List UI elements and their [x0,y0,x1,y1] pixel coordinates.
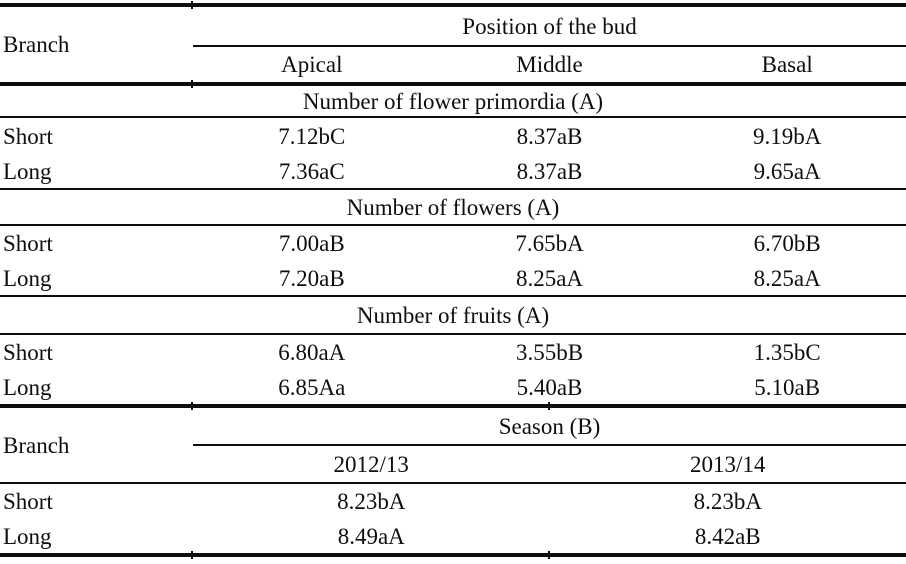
branch-column-header: Branch [3,32,70,57]
rule-tick [191,80,193,88]
row-values: 6.85Aa 5.40aB 5.10aB [193,370,906,404]
cell-value: 8.49aA [337,523,405,549]
header-group-position: Branch Position of the bud Apical Middle… [0,7,906,82]
section-title-fruits: Number of fruits (A) [0,297,906,335]
cell-value: 8.25aA [753,265,821,291]
row-label: Long [3,523,52,549]
cell-value: 8.23bA [337,489,406,514]
row-label: Short [3,124,53,149]
row-values: 7.12bC 8.37aB 9.19bA [193,118,906,155]
cell-value: 1.35bC [753,340,821,365]
position-subheaders: Apical Middle Basal [193,47,906,82]
season-subheaders: 2012/13 2013/14 [193,446,906,482]
row-values: 8.49aA 8.42aB [193,519,906,553]
table-bottom-rule [0,551,906,559]
cell-value: 8.25aA [515,265,584,291]
rule-tick [191,402,193,410]
cell-value: 7.12bC [278,124,346,149]
cell-value: 5.40aB [516,374,583,400]
cell-value: 7.20aB [278,265,345,291]
row-values: 8.23bA 8.23bA [193,484,906,519]
table-row-short: Short 6.80aA 3.55bB 1.35bC [0,335,906,370]
position-header-block: Position of the bud Apical Middle Basal [193,7,906,82]
header-group-season: Branch Season (B) 2012/13 2013/14 [0,408,906,482]
row-label: Short [3,231,53,256]
table-row-long: Long 7.20aB 8.25aA 8.25aA [0,261,906,297]
position-of-the-bud-label: Position of the bud [193,7,906,47]
column-header-basal: Basal [761,52,813,77]
column-header-2012-13: 2012/13 [333,451,409,477]
row-label: Short [3,340,53,365]
cell-value: 6.85Aa [278,374,346,400]
cell-value: 8.37aB [516,124,583,149]
table-row-long: Long 7.36aC 8.37aB 9.65aA [0,155,906,190]
cell-value: 3.55bB [515,340,584,365]
rule-tick [191,1,193,9]
column-header-apical: Apical [281,52,343,77]
header-separator-rule [0,80,906,88]
row-label: Short [3,489,53,514]
cell-value: 6.80aA [278,340,346,365]
cell-value: 7.36aC [278,159,345,184]
branch-column-header: Branch [3,432,70,458]
cell-value: 5.10aB [754,374,821,400]
row-values: 7.36aC 8.37aB 9.65aA [193,155,906,188]
season-separator-rule [0,402,906,410]
row-label: Long [3,374,52,400]
cell-value: 9.65aA [753,159,821,184]
table-row-short: Short 7.00aB 7.65bA 6.70bB [0,226,906,261]
section-title-flower-primordia: Number of flower primordia (A) [0,86,906,118]
row-label: Long [3,159,52,184]
cell-value: 8.23bA [693,489,762,514]
season-subheader-rule [0,482,906,484]
column-header-middle: Middle [516,52,583,77]
row-label: Long [3,265,52,291]
cell-value: 9.19bA [752,124,822,149]
column-header-2013-14: 2013/14 [690,451,766,477]
rule-tick [548,551,550,559]
cell-value: 7.65bA [515,231,584,256]
season-header-block: Season (B) 2012/13 2013/14 [193,408,906,482]
table-row-long: Long 6.85Aa 5.40aB 5.10aB [0,370,906,404]
rule-tick [191,551,193,559]
cell-value: 7.00aB [278,231,345,256]
row-values: 6.80aA 3.55bB 1.35bC [193,335,906,370]
table-top-rule [0,1,906,9]
season-label: Season (B) [193,408,906,446]
table-row-long: Long 8.49aA 8.42aB [0,519,906,553]
row-values: 7.20aB 8.25aA 8.25aA [193,261,906,295]
cell-value: 6.70bB [753,231,821,256]
table-row-short: Short 7.12bC 8.37aB 9.19bA [0,118,906,155]
table-row-short: Short 8.23bA 8.23bA [0,484,906,519]
cell-value: 8.37aB [516,159,583,184]
section-title-flowers: Number of flowers (A) [0,190,906,226]
cell-value: 8.42aB [694,523,761,549]
rule-tick [548,402,550,410]
row-values: 7.00aB 7.65bA 6.70bB [193,226,906,261]
